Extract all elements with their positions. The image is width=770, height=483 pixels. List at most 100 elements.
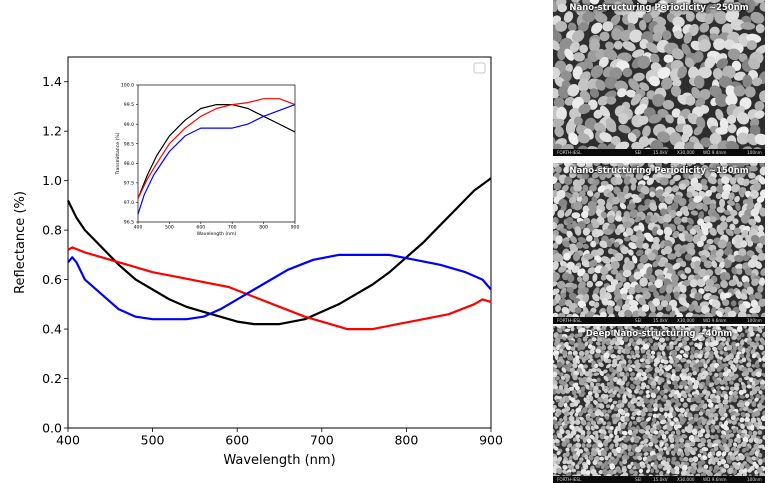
sem-nanostructure [665, 372, 672, 379]
sem-nanostructure [553, 176, 558, 185]
sem-nanostructure [630, 461, 635, 466]
sem-nanostructure [729, 404, 735, 410]
sem-nanostructure [715, 310, 723, 318]
sem-nanostructure [706, 398, 713, 404]
sem-nanostructure [720, 336, 727, 342]
sem-nanostructure [693, 182, 704, 192]
sem-nanostructure [722, 363, 729, 368]
sem-nanostructure [558, 298, 567, 307]
sem-nanostructure [694, 437, 701, 443]
sem-nanostructure [670, 85, 682, 97]
sem-nanostructure [578, 380, 585, 386]
sem-nanostructure [578, 355, 584, 360]
reflectance-chart: 400 500 600 700 800 900 0.0 0.2 0.4 0.6 0.8 1.0 1.2 1… [13, 56, 503, 468]
sem-nanostructure [693, 416, 699, 422]
sem-nanostructure [588, 372, 593, 378]
sem-nanostructure [712, 375, 717, 382]
sem-nanostructure [758, 407, 763, 412]
sem-nanostructure [580, 343, 586, 350]
sem-nanostructure [632, 420, 638, 425]
sem-nanostructure [662, 222, 669, 229]
sem-nanostructure [702, 455, 708, 460]
sem-nanostructure [692, 371, 698, 376]
sem-nanostructure [566, 354, 574, 361]
sem-nanostructure [687, 332, 694, 338]
sem-nanostructure [731, 397, 738, 403]
sem-nanostructure [566, 217, 574, 224]
sem-nanostructure [714, 372, 719, 378]
sem-nanostructure [757, 285, 764, 293]
sem-nanostructure [645, 349, 651, 355]
sem-nanostructure [562, 465, 568, 470]
sem-nanostructure [650, 381, 657, 387]
sem-nanostructure [671, 48, 684, 60]
sem-nanostructure [630, 372, 636, 377]
inset-x-tick-label: 400 [134, 225, 143, 231]
sem-nanostructure [630, 436, 635, 443]
sem-nanostructure [680, 380, 688, 387]
sem-nanostructure [755, 363, 760, 369]
sem-nanostructure [559, 428, 565, 435]
sem-nanostructure [582, 227, 591, 236]
sem-nanostructure [637, 233, 645, 243]
sem-nanostructure [684, 327, 691, 333]
sem-nanostructure [704, 13, 714, 25]
sem-nanostructure [750, 208, 760, 217]
sem-nanostructure [614, 228, 621, 236]
sem-nanostructure [638, 222, 645, 232]
sem-nanostructure [684, 388, 691, 394]
sem-nanostructure [699, 104, 710, 114]
sem-nanostructure [665, 336, 670, 342]
sem-nanostructure [585, 399, 591, 405]
sem-nanostructure [703, 285, 711, 292]
sem-nanostructure [728, 371, 735, 378]
sem-nanostructure [647, 412, 653, 417]
sem-nanostructure [640, 362, 647, 369]
sem-nanostructure [679, 260, 687, 268]
sem-nanostructure [725, 341, 730, 346]
sem-nanostructure [743, 326, 748, 329]
sem-nanostructure [645, 233, 654, 242]
sem-nanostructure [589, 348, 595, 355]
sem-nanostructure [570, 0, 582, 3]
sem-nanostructure [691, 87, 701, 99]
sem-nanostructure [603, 352, 610, 359]
inset-series-line-2 [137, 98, 296, 199]
sem-nanostructure [690, 450, 696, 456]
sem-nanostructure [659, 470, 664, 476]
sem-nanostructure [665, 304, 672, 312]
sem-nanostructure [581, 195, 589, 205]
sem-nanostructure [750, 11, 765, 24]
sem-nanostructure [553, 163, 560, 168]
sem-nanostructure [635, 240, 645, 249]
sem-nanostructure [656, 304, 664, 311]
sem-nanostructure [722, 299, 730, 306]
sem-nanostructure [715, 93, 729, 107]
sem-nanostructure [572, 437, 577, 442]
sem-nanostructure [746, 384, 752, 389]
sem-nanostructure [588, 259, 598, 268]
sem-nanostructure [671, 185, 680, 193]
sem-nanostructure [741, 448, 747, 453]
sem-nanostructure [613, 376, 618, 382]
sem-nanostructure [582, 463, 589, 470]
sem-nanostructure [555, 398, 560, 403]
sem-nanostructure [566, 274, 575, 283]
sem-nanostructure [684, 57, 695, 68]
sem-nanostructure [690, 467, 696, 474]
sem-nanostructure [743, 281, 750, 289]
sem-nanostructure [583, 447, 589, 453]
sem-nanostructure [718, 261, 726, 269]
sem-nanostructure [555, 20, 568, 32]
sem-nanostructure [629, 29, 643, 43]
sem-nanostructure [731, 376, 736, 381]
sem-nanostructure [711, 397, 718, 403]
sem-nanostructure [587, 190, 594, 197]
sem-nanostructure [629, 209, 639, 219]
sem-nanostructure [723, 331, 729, 337]
sem-nanostructure [599, 240, 608, 249]
sem-nanostructure [671, 369, 676, 375]
sem-nanostructure [748, 450, 756, 456]
sem-nanostructure [719, 379, 726, 385]
sem-nanostructure [568, 339, 575, 345]
